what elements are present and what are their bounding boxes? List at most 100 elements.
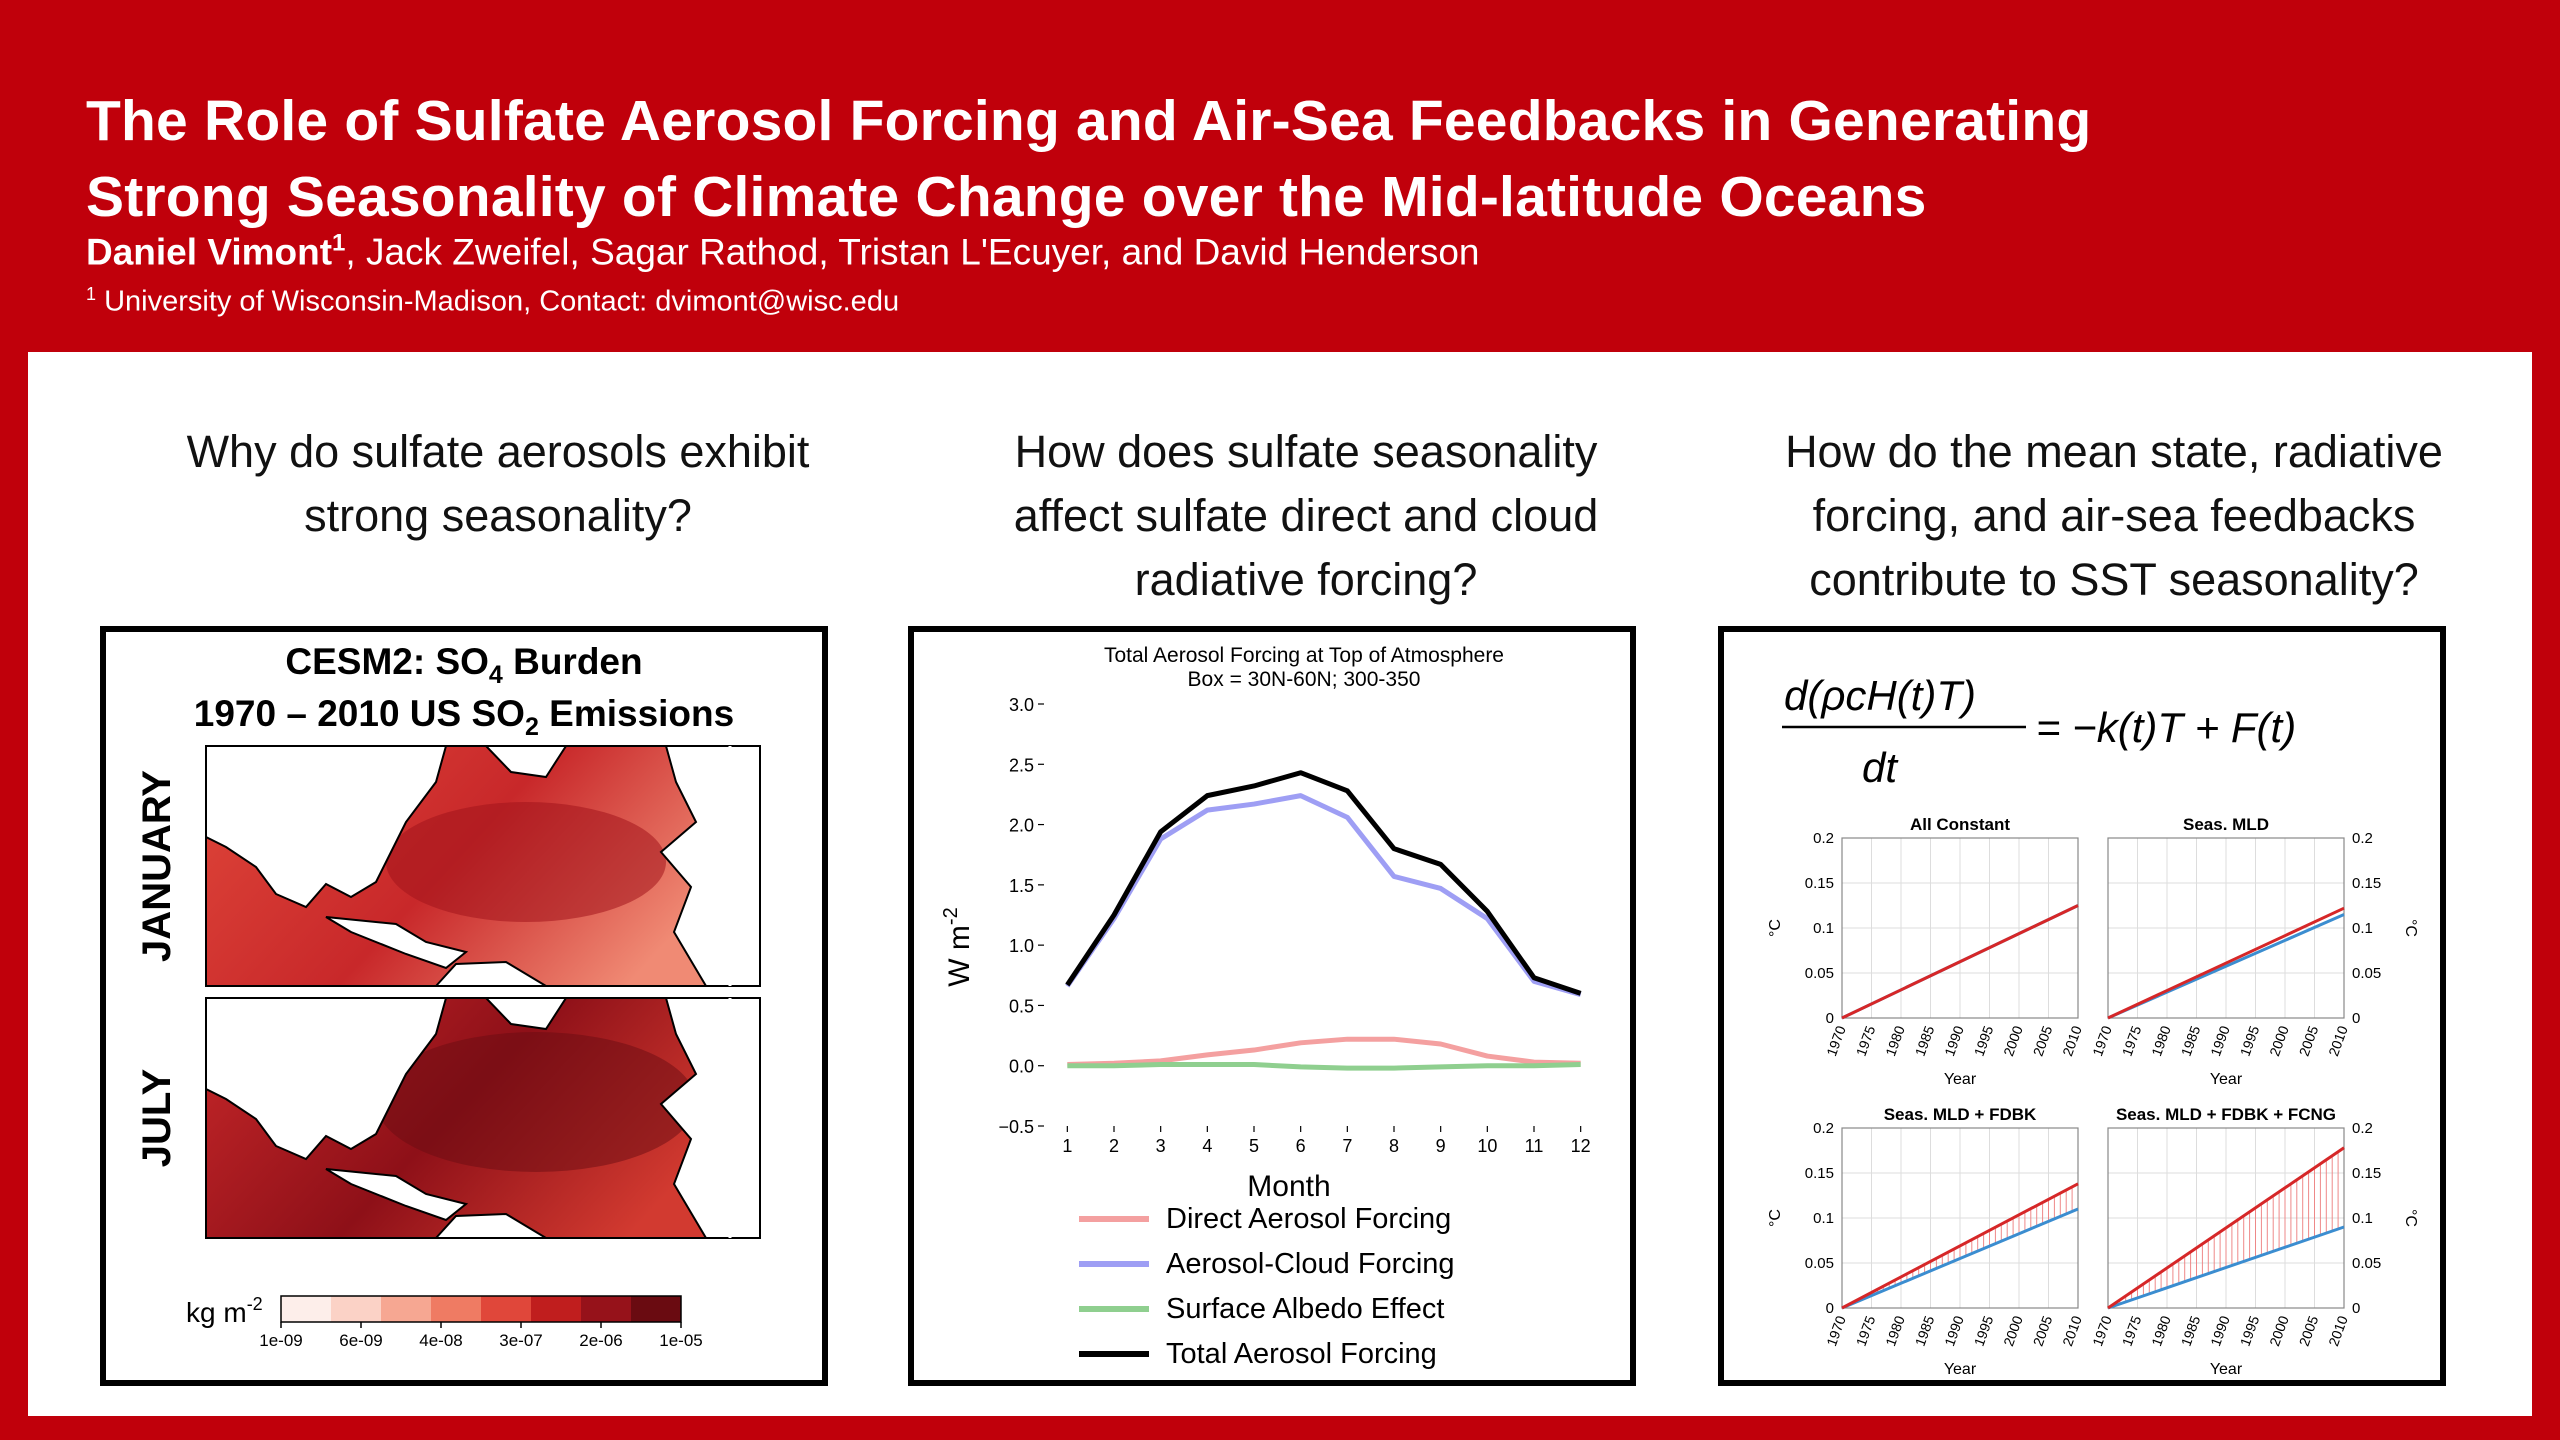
small-y-axis-label: °C xyxy=(2402,1209,2419,1227)
small-x-tick-label: 1975 xyxy=(1853,1023,1879,1058)
small-x-tick-label: 2010 xyxy=(2059,1313,2085,1348)
sst-line-red xyxy=(2107,906,2345,1020)
small-x-tick-label: 1995 xyxy=(2237,1023,2263,1058)
small-y-tick-label: 0.1 xyxy=(1813,1210,1834,1227)
small-chart-title: Seas. MLD + FDBK + FCNG xyxy=(2116,1105,2336,1124)
sst-seasonality-panel: d(ρcH(t)T) dt = −k(t)T + F(t) All Consta… xyxy=(1718,626,2446,1386)
small-x-axis-label: Year xyxy=(1944,1361,1977,1378)
aerosol-forcing-chart-panel: Total Aerosol Forcing at Top of Atmosphe… xyxy=(908,626,1636,1386)
question-2-line: radiative forcing? xyxy=(1134,554,1478,605)
small-y-tick-label: 0.1 xyxy=(2352,920,2373,937)
colorbar-tick-label: 1e-09 xyxy=(259,1331,302,1350)
small-y-tick-label: 0.1 xyxy=(1813,920,1834,937)
small-y-tick-label: 0.05 xyxy=(2352,1255,2381,1272)
x-tick-label: 6 xyxy=(1296,1136,1306,1156)
colorbar-tick-label: 1e-05 xyxy=(659,1331,702,1350)
small-y-tick-label: 0.15 xyxy=(2352,1165,2381,1182)
small-x-tick-label: 1990 xyxy=(2207,1023,2233,1058)
aerosol-forcing-chart: Total Aerosol Forcing at Top of Atmosphe… xyxy=(940,644,1591,1370)
series-line-aerosol-cloud-forcing xyxy=(1065,793,1582,997)
small-x-tick-label: 2005 xyxy=(2296,1313,2322,1348)
question-1-line: Why do sulfate aerosols exhibit xyxy=(186,426,810,477)
small-x-tick-label: 1990 xyxy=(1941,1023,1967,1058)
x-tick-label: 7 xyxy=(1342,1136,1352,1156)
small-x-tick-label: 1980 xyxy=(1882,1023,1908,1058)
small-y-tick-label: 0.15 xyxy=(1805,875,1834,892)
map-title-line-2: 1970 – 2010 US SO2 Emissions xyxy=(194,693,734,741)
lead-author-superscript: 1 xyxy=(332,230,346,257)
sst-small-chart: Seas. MLD + FDBK + FCNG 0.2 0.15 0.1 0.05 0 °C… xyxy=(2089,1105,2419,1378)
poster-title-line-1: The Role of Sulfate Aerosol Forcing and … xyxy=(86,89,2092,153)
small-chart-title: All Constant xyxy=(1910,815,2010,834)
colorbar-swatch xyxy=(631,1296,682,1322)
small-x-tick-label: 2010 xyxy=(2325,1313,2351,1348)
y-tick-label: 0.5 xyxy=(1009,996,1034,1016)
x-tick-label: 8 xyxy=(1389,1136,1399,1156)
colorbar-tick-label: 6e-09 xyxy=(339,1331,382,1350)
sst-line-red xyxy=(1841,1182,2079,1310)
affiliation: 1 University of Wisconsin-Madison, Conta… xyxy=(86,284,899,319)
small-y-tick-label: 0.2 xyxy=(1813,830,1834,847)
y-tick-label: 1.0 xyxy=(1009,936,1034,956)
map-title-line-1: CESM2: SO4 Burden xyxy=(285,641,642,689)
svg-text:dt: dt xyxy=(1862,744,1899,791)
small-x-tick-label: 1995 xyxy=(2237,1313,2263,1348)
small-x-tick-label: 2010 xyxy=(2325,1023,2351,1058)
poster-header: The Role of Sulfate Aerosol Forcing and … xyxy=(18,18,2542,348)
small-x-tick-label: 1975 xyxy=(2119,1023,2145,1058)
small-x-tick-label: 2000 xyxy=(2266,1023,2292,1058)
small-x-tick-label: 1980 xyxy=(2148,1023,2174,1058)
small-y-tick-label: 0.2 xyxy=(2352,1120,2373,1137)
colorbar-swatch xyxy=(531,1296,582,1322)
poster-frame: The Role of Sulfate Aerosol Forcing and … xyxy=(18,18,2542,1422)
small-y-tick-label: 0 xyxy=(2352,1010,2360,1027)
small-x-tick-label: 1985 xyxy=(1912,1313,1938,1348)
small-x-tick-label: 1985 xyxy=(1912,1023,1938,1058)
small-x-tick-label: 1980 xyxy=(1882,1313,1908,1348)
x-tick-label: 9 xyxy=(1436,1136,1446,1156)
small-x-axis-label: Year xyxy=(2210,1071,2243,1088)
small-x-tick-label: 2005 xyxy=(2296,1023,2322,1058)
series-line-total-aerosol-forcing xyxy=(1065,770,1582,996)
colorbar-swatch xyxy=(581,1296,632,1322)
small-x-tick-label: 1975 xyxy=(1853,1313,1879,1348)
small-x-tick-label: 1970 xyxy=(2089,1313,2115,1348)
small-x-tick-label: 2010 xyxy=(2059,1023,2085,1058)
january-sulfate-map xyxy=(205,745,761,987)
chart-title: Total Aerosol Forcing at Top of Atmosphe… xyxy=(1104,644,1504,667)
small-x-tick-label: 1995 xyxy=(1971,1313,1997,1348)
colorbar-tick-label: 3e-07 xyxy=(499,1331,542,1350)
x-tick-label: 5 xyxy=(1249,1136,1259,1156)
small-y-tick-label: 0.05 xyxy=(1805,965,1834,982)
small-y-tick-label: 0.05 xyxy=(2352,965,2381,982)
small-x-tick-label: 2000 xyxy=(2000,1313,2026,1348)
poster-title-line-2: Strong Seasonality of Climate Change ove… xyxy=(86,165,1927,229)
x-tick-label: 11 xyxy=(1525,1136,1544,1156)
small-chart-title: Seas. MLD xyxy=(2183,815,2269,834)
small-y-axis-label: °C xyxy=(1767,1209,1784,1227)
lead-author: Daniel Vimont xyxy=(86,231,333,273)
other-authors: , Jack Zweifel, Sagar Rathod, Tristan L'… xyxy=(345,231,1480,273)
sst-line-blue xyxy=(2107,1225,2345,1310)
chart-y-axis-label: W m-2 xyxy=(940,907,976,986)
colorbar-swatch xyxy=(331,1296,382,1322)
small-y-tick-label: 0.1 xyxy=(2352,1210,2373,1227)
legend-label: Total Aerosol Forcing xyxy=(1166,1338,1437,1370)
affiliation-superscript: 1 xyxy=(86,284,97,304)
author-list: Daniel Vimont1, Jack Zweifel, Sagar Rath… xyxy=(86,230,1479,273)
small-x-tick-label: 1970 xyxy=(1823,1313,1849,1348)
legend-label: Aerosol-Cloud Forcing xyxy=(1166,1248,1455,1280)
small-y-tick-label: 0 xyxy=(1826,1010,1834,1027)
colorbar-label: kg m-2 xyxy=(186,1294,263,1328)
small-x-tick-label: 2000 xyxy=(2000,1023,2026,1058)
small-x-tick-label: 2000 xyxy=(2266,1313,2292,1348)
small-chart-title: Seas. MLD + FDBK xyxy=(1884,1105,2037,1124)
y-tick-label: 1.5 xyxy=(1009,876,1034,896)
colorbar-swatch xyxy=(381,1296,432,1322)
y-tick-label: 0.0 xyxy=(1009,1057,1034,1077)
question-1: Why do sulfate aerosols exhibit strong s… xyxy=(118,420,878,548)
chart-x-axis-label: Month xyxy=(1247,1170,1330,1203)
july-sulfate-map xyxy=(205,997,761,1239)
